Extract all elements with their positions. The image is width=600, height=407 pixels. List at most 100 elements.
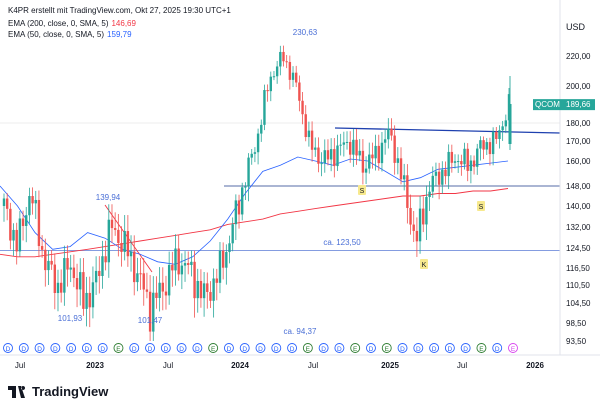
marker-label: S bbox=[360, 188, 365, 195]
candle-body bbox=[79, 272, 82, 290]
candle-body bbox=[202, 283, 206, 299]
candle-body bbox=[314, 147, 317, 150]
annotation-low-mid: 101,47 bbox=[138, 316, 163, 325]
indicator-ema200[interactable]: EMA (200, close, 0, SMA, 5) 146,69 bbox=[8, 19, 139, 29]
price-tick: 104,50 bbox=[566, 299, 591, 308]
candle-body bbox=[466, 148, 469, 171]
event-marker-label: D bbox=[463, 346, 468, 353]
candle-body bbox=[275, 66, 279, 77]
candle-body bbox=[94, 270, 98, 283]
candle-body bbox=[231, 224, 234, 244]
candle-body bbox=[358, 150, 361, 156]
marker-label: S bbox=[479, 204, 484, 211]
candle-body bbox=[345, 141, 349, 143]
candle-body bbox=[361, 150, 365, 173]
candle-body bbox=[120, 242, 123, 252]
event-marker bbox=[50, 343, 61, 353]
time-tick: 2025 bbox=[381, 361, 399, 370]
price-tick: 140,00 bbox=[566, 202, 591, 211]
candle-body bbox=[250, 153, 253, 158]
event-marker bbox=[176, 343, 187, 353]
candle-body bbox=[117, 229, 120, 243]
candle-body bbox=[425, 197, 428, 225]
candle-body bbox=[329, 149, 333, 160]
candle-body bbox=[47, 260, 50, 271]
candle-body bbox=[88, 292, 91, 308]
tradingview-icon bbox=[8, 385, 26, 398]
event-marker-label: D bbox=[132, 346, 137, 353]
candle-body bbox=[145, 289, 149, 292]
candle-body bbox=[53, 264, 57, 294]
event-marker bbox=[413, 343, 424, 353]
candle-body bbox=[482, 140, 485, 150]
candle-body bbox=[485, 142, 488, 150]
candle-body bbox=[164, 291, 168, 296]
price-badge-countdown: 4d 2h bbox=[566, 112, 584, 119]
event-marker-label: D bbox=[416, 346, 421, 353]
candle-body bbox=[21, 218, 25, 226]
event-marker bbox=[208, 343, 219, 353]
event-marker bbox=[397, 343, 408, 353]
annotation-support: ca. 123,50 bbox=[323, 238, 361, 247]
candle-body bbox=[253, 152, 257, 154]
candle-body bbox=[390, 128, 393, 136]
candle-body bbox=[285, 61, 288, 63]
event-marker-label: D bbox=[369, 346, 374, 353]
candle-body bbox=[193, 261, 196, 299]
time-tick: Jul bbox=[163, 361, 173, 370]
event-marker bbox=[192, 343, 203, 353]
ema-200-line bbox=[0, 188, 509, 258]
candle-body bbox=[447, 151, 450, 177]
candle-body bbox=[190, 261, 193, 265]
candle-body bbox=[85, 292, 88, 309]
event-marker bbox=[239, 343, 250, 353]
candle-body bbox=[199, 280, 203, 299]
event-marker bbox=[302, 343, 313, 353]
candle-body bbox=[256, 133, 260, 153]
price-tick: 93,50 bbox=[566, 337, 587, 346]
event-marker-label: D bbox=[37, 346, 42, 353]
event-marker bbox=[460, 343, 471, 353]
event-marker bbox=[81, 343, 92, 353]
candle-body bbox=[241, 187, 244, 215]
tradingview-logo[interactable]: TradingView bbox=[8, 384, 108, 399]
candle-body bbox=[428, 191, 431, 198]
candle-body bbox=[450, 151, 454, 163]
candle-body bbox=[501, 126, 504, 131]
annotation-bottom: ca. 94,37 bbox=[284, 327, 317, 336]
indicator-ema50[interactable]: EMA (50, close, 0, SMA, 5) 159,79 bbox=[8, 30, 135, 40]
price-tick: 148,00 bbox=[566, 182, 591, 191]
candle-body bbox=[380, 142, 384, 164]
candle-body bbox=[218, 250, 222, 283]
price-tick: 200,00 bbox=[566, 82, 591, 91]
candle-body bbox=[422, 208, 425, 225]
candle-body bbox=[402, 175, 406, 180]
candle-body bbox=[431, 175, 434, 192]
candle-body bbox=[282, 51, 285, 62]
candle-body bbox=[37, 199, 41, 247]
marker-box bbox=[358, 185, 366, 195]
price-tick: 124,50 bbox=[566, 244, 591, 253]
candle-body bbox=[387, 128, 390, 140]
candle-body bbox=[123, 231, 126, 252]
candle-body bbox=[63, 258, 66, 293]
price-tick: 98,50 bbox=[566, 319, 587, 328]
candle-body bbox=[460, 161, 463, 165]
event-marker-label: D bbox=[448, 346, 453, 353]
candle-body bbox=[174, 248, 177, 271]
candle-body bbox=[15, 229, 18, 252]
event-marker bbox=[318, 343, 329, 353]
candle-body bbox=[180, 265, 184, 275]
event-marker-label: D bbox=[163, 346, 168, 353]
candle-body bbox=[342, 142, 346, 145]
event-marker bbox=[429, 343, 440, 353]
event-marker bbox=[66, 343, 77, 353]
candles bbox=[2, 45, 512, 341]
candle-body bbox=[5, 198, 9, 209]
event-marker bbox=[255, 343, 266, 353]
candle-body bbox=[463, 148, 466, 165]
candle-body bbox=[304, 114, 307, 138]
candle-body bbox=[59, 282, 63, 293]
